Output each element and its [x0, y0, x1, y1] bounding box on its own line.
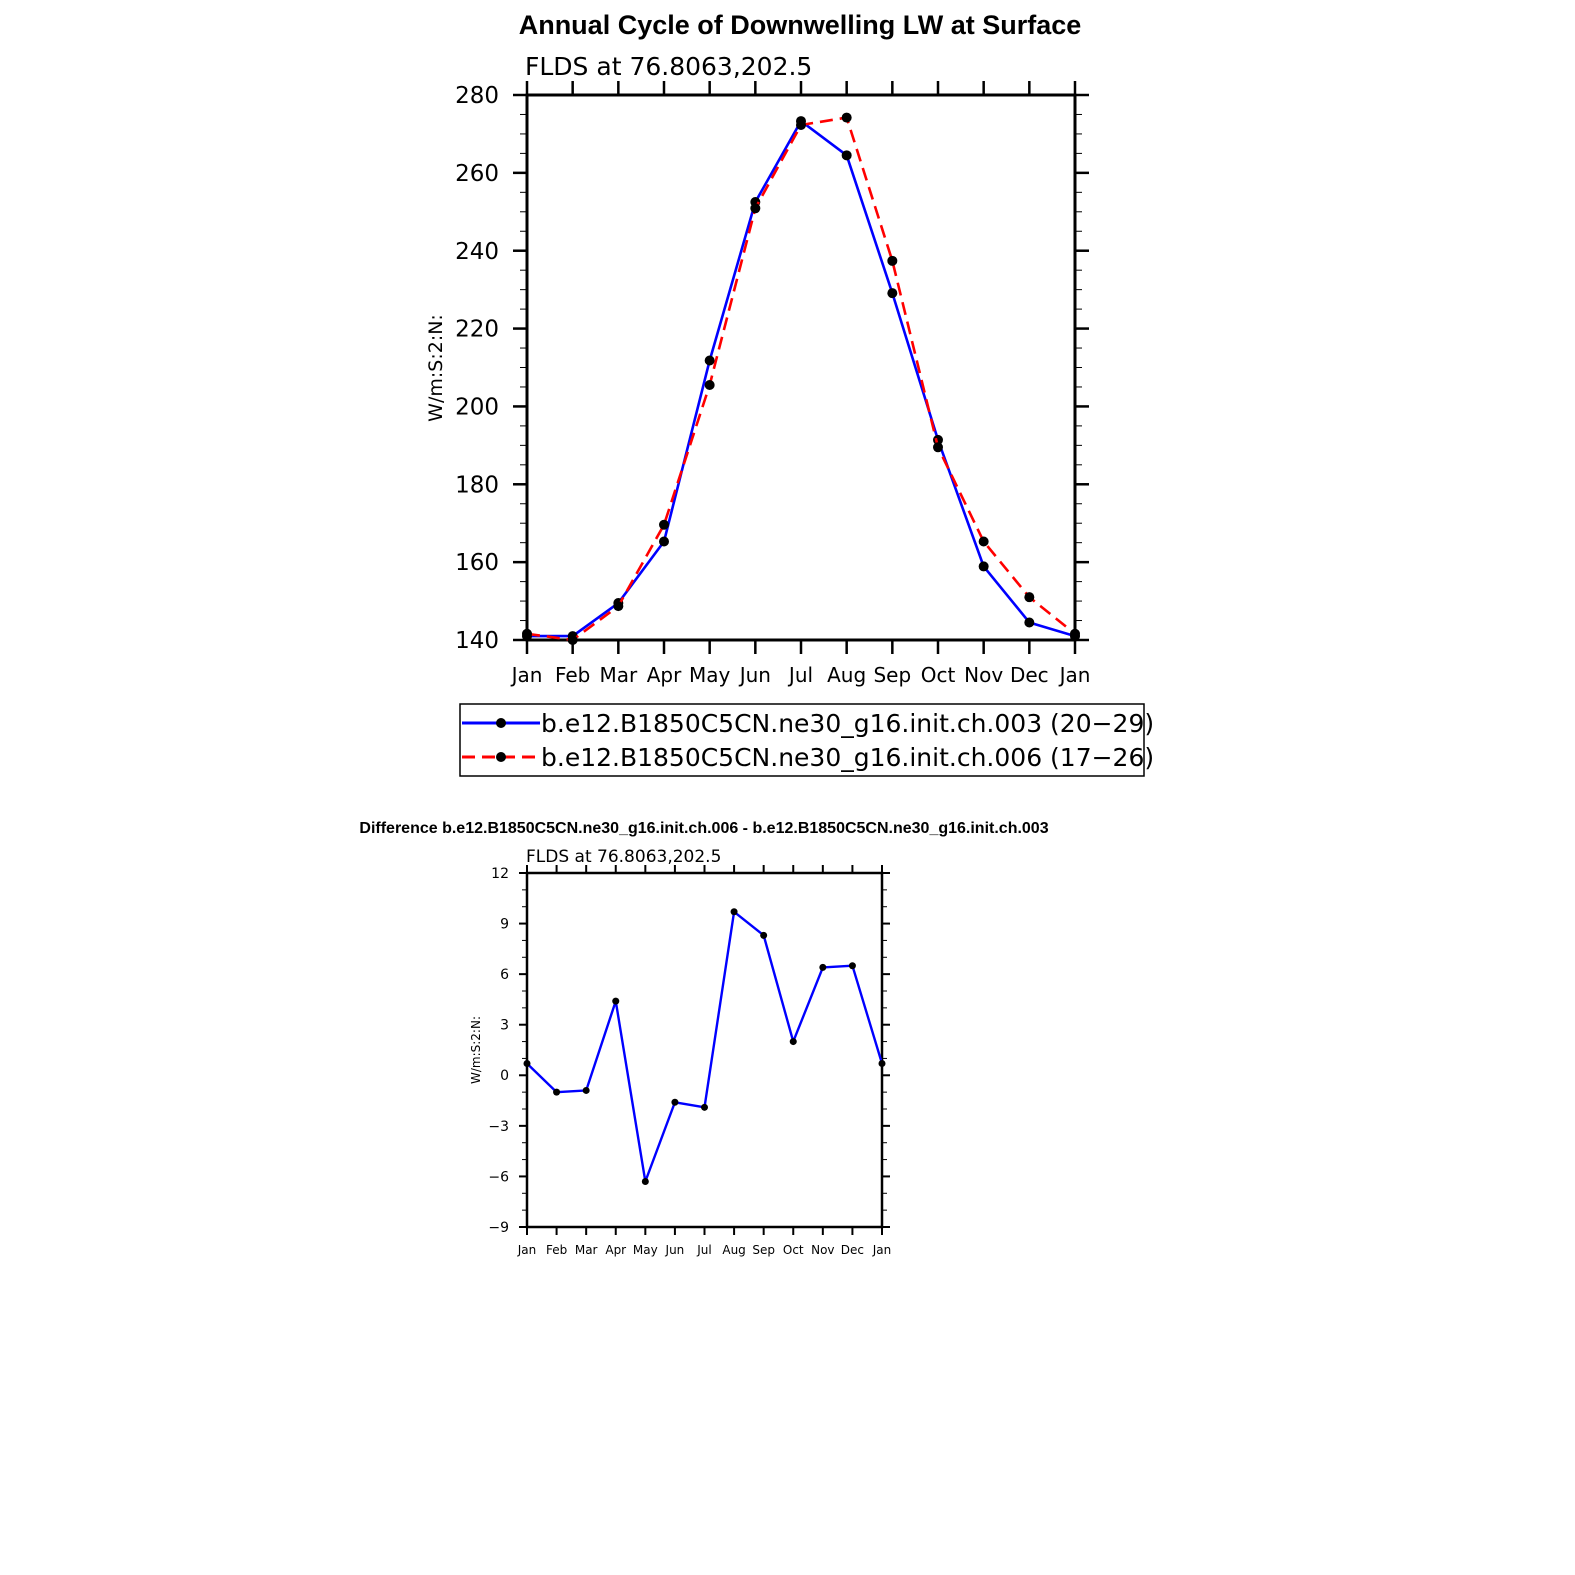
x-tick-label: Oct [921, 663, 956, 687]
legend-marker-series-2 [496, 752, 506, 762]
series-1-point [819, 963, 827, 971]
x-tick-label: Sep [752, 1243, 775, 1257]
x-tick-label: Jun [665, 1243, 685, 1257]
y-tick-label: 260 [455, 161, 499, 187]
series-1-point [671, 1098, 679, 1106]
series-1-point [878, 1059, 886, 1067]
x-tick-label: Jan [1058, 663, 1091, 687]
series-1-point [553, 1088, 561, 1096]
series-2-point [522, 628, 532, 639]
x-tick-label: May [633, 1243, 658, 1257]
x-tick-label: Jul [696, 1243, 711, 1257]
y-tick-label: 280 [455, 83, 499, 109]
series-2-point [567, 635, 578, 645]
series-2-point [750, 203, 761, 214]
x-tick-label: Oct [783, 1243, 804, 1257]
y-tick-label: 140 [455, 628, 499, 654]
legend-label-series-2: b.e12.B1850C5CN.ne30_g16.init.ch.006 (17… [541, 743, 1154, 772]
plot-frame [525, 93, 1077, 642]
series-line-1 [527, 119, 1076, 638]
diff-y-axis-label: W/m:S:2:N: [469, 1016, 483, 1084]
series-1-point [789, 1038, 797, 1046]
legend-box [459, 703, 1145, 777]
y-tick-label: 240 [455, 239, 499, 265]
series-1-point [730, 908, 738, 916]
chart-subtitle: FLDS at 76.8063,202.5 [525, 52, 812, 81]
x-tick-label: Jan [517, 1243, 537, 1257]
x-tick-label: May [689, 663, 731, 687]
x-tick-label: Sep [873, 663, 911, 687]
series-1-point [641, 1177, 649, 1185]
x-tick-label: Apr [605, 1243, 626, 1257]
series-line-2 [526, 116, 1076, 642]
series-1-point [848, 962, 856, 970]
chart-title: Annual Cycle of Downwelling LW at Surfac… [519, 10, 1082, 40]
series-2-point [659, 519, 669, 530]
legend: b.e12.B1850C5CN.ne30_g16.init.ch.003 (20… [459, 703, 1154, 777]
series-1-point [582, 1086, 590, 1094]
x-tick-label: Jan [510, 663, 543, 687]
x-tick-label: Mar [575, 1243, 598, 1257]
y-tick-label: 160 [455, 550, 499, 576]
legend-label-series-1: b.e12.B1850C5CN.ne30_g16.init.ch.003 (20… [541, 709, 1154, 738]
x-tick-label: Feb [555, 663, 590, 687]
plot-frame [525, 871, 884, 1229]
x-tick-label: Nov [964, 663, 1003, 687]
y-tick-label: 0 [500, 1068, 509, 1084]
series-1-point [701, 1103, 708, 1111]
main-chart: Jan Feb Mar Apr May Jun Jul Aug Sep Oct Nov Dec Jan 1… [455, 81, 1090, 687]
diff-chart: Jan Feb Mar Apr May Jun Jul Aug Sep Oct Nov Dec Jan−… [488, 865, 891, 1257]
series-2-point [1024, 592, 1035, 603]
y-tick-label: 12 [491, 866, 509, 882]
series-1-point [612, 997, 620, 1005]
y-tick-label: −9 [488, 1220, 509, 1236]
x-tick-label: Jun [738, 663, 771, 687]
x-tick-label: Mar [599, 663, 638, 687]
series-1-point [887, 288, 898, 299]
series-line-1 [526, 910, 884, 1183]
diff-chart-subtitle: FLDS at 76.8063,202.5 [526, 847, 721, 867]
series-2-point [704, 380, 715, 391]
x-tick-label: Aug [722, 1243, 745, 1257]
y-tick-label: 180 [455, 472, 499, 498]
x-tick-label: Dec [841, 1243, 864, 1257]
series-1-point [1024, 617, 1035, 628]
x-tick-label: Aug [827, 663, 866, 687]
y-tick-label: 200 [455, 394, 499, 420]
y-tick-label: −6 [488, 1169, 509, 1185]
x-tick-label: Jul [787, 663, 813, 687]
series-1-point [659, 536, 669, 547]
series-2-point [613, 601, 624, 612]
x-tick-label: Feb [546, 1243, 567, 1257]
y-tick-label: 6 [500, 967, 509, 983]
x-tick-label: Nov [811, 1243, 834, 1257]
series-2-point [933, 442, 943, 453]
x-tick-label: Dec [1010, 663, 1049, 687]
series-2-point [796, 119, 806, 130]
series-1-point [841, 150, 852, 161]
series-2-point [841, 112, 852, 123]
legend-marker-series-1 [496, 718, 506, 728]
y-tick-label: −3 [488, 1119, 509, 1135]
series-1-point [978, 561, 989, 572]
y-tick-label: 9 [500, 916, 509, 932]
x-tick-label: Apr [647, 663, 682, 687]
series-2-point [978, 536, 989, 547]
series-1-point [523, 1059, 531, 1067]
series-1-point [704, 355, 715, 366]
series-1-point [760, 931, 768, 939]
y-tick-label: 220 [455, 317, 499, 343]
series-2-point [887, 255, 898, 266]
series-2-point [1070, 628, 1080, 639]
y-tick-label: 3 [500, 1018, 509, 1034]
diff-chart-title: Difference b.e12.B1850C5CN.ne30_g16.init… [359, 820, 1048, 837]
y-axis-label: W/m:S:2:N: [425, 314, 447, 422]
x-tick-label: Jan [872, 1243, 892, 1257]
